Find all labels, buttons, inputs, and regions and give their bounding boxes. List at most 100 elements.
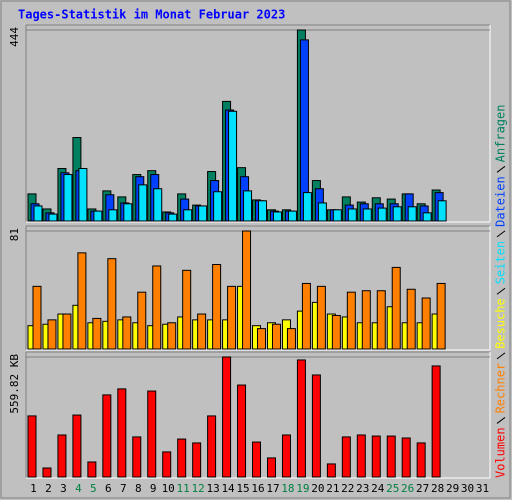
x-tick-label: 1 [30,482,37,495]
x-tick-label: 23 [356,482,369,495]
x-tick-label: 6 [105,482,112,495]
x-tick-label: 13 [206,482,219,495]
bar [341,436,351,478]
bar [147,390,157,478]
chart-title: Tages-Statistik im Monat Februar 2023 [18,8,285,22]
bar [162,451,172,478]
x-tick-label: 4 [75,482,82,495]
bar [72,414,82,478]
x-tick-label: 27 [416,482,429,495]
x-tick-label: 28 [431,482,444,495]
bar [416,442,426,478]
x-tick-label: 31 [476,482,489,495]
bar [257,328,267,350]
legend-entry: Anfragen [494,105,508,163]
legend-entry: Dateien [494,176,508,227]
bar [138,184,148,222]
bar [47,319,57,350]
bar [302,192,312,222]
x-tick-label: 18 [281,482,294,495]
legend-entry: Besuche [494,298,508,349]
x-tick-label: 9 [150,482,157,495]
x-tick-label: 19 [296,482,309,495]
y-tick-label: 559.82 KB [8,354,21,414]
bar [62,313,72,350]
x-tick-label: 14 [221,482,235,495]
bar [222,356,232,478]
bar [326,463,336,478]
bar [286,328,296,350]
bar [63,174,73,222]
bar [137,291,147,350]
bar [332,209,342,222]
bar [272,211,282,222]
bar [242,230,252,350]
bar [78,168,88,222]
bar [33,205,43,222]
x-tick-label: 16 [251,482,264,495]
y-tick-label: 444 [8,27,21,47]
legend-separator [496,165,506,173]
x-tick-label: 10 [162,482,175,495]
bar [316,285,326,350]
bar [281,434,291,478]
bar [107,258,117,350]
bar [213,191,223,222]
bar [108,209,118,222]
bar [102,394,112,478]
bar [377,207,387,222]
y-tick-label: 81 [8,228,21,241]
bar [152,265,162,350]
bar [77,252,87,350]
legend-entry: Rechner [494,363,508,414]
bar [331,314,341,350]
x-tick-label: 25 [386,482,399,495]
bar [437,200,447,222]
bar [392,206,402,222]
x-tick-label: 2 [45,482,52,495]
bar [123,203,133,222]
bar [182,269,192,350]
bar [153,188,163,222]
bar [401,437,411,478]
bar [183,209,193,222]
bar [431,365,441,478]
bar [177,438,187,478]
bar [212,264,222,350]
bar [371,435,381,478]
bar [376,290,386,350]
bar [168,213,178,222]
bar [271,323,281,350]
bar [32,285,42,350]
bar [422,212,432,222]
bar [421,297,431,350]
bar [243,190,253,222]
bar [198,205,208,222]
bar [237,384,247,478]
bar [436,282,446,350]
bar [228,110,238,222]
legend-entry: Volumen [494,427,508,478]
bar [317,202,327,222]
bar [192,442,202,478]
bar [296,359,306,478]
x-tick-label: 15 [236,482,249,495]
x-tick-label: 7 [120,482,127,495]
bar [42,467,52,478]
legend-entry: Seiten [494,241,508,284]
bar [287,210,297,222]
x-tick-label: 24 [371,482,385,495]
bar [347,208,357,222]
x-tick-label: 29 [446,482,459,495]
bar [258,200,268,222]
x-tick-label: 12 [192,482,205,495]
bar [356,434,366,478]
x-tick-label: 26 [401,482,414,495]
bar [361,290,371,350]
bar [391,266,401,350]
x-tick-label: 30 [461,482,474,495]
panel [26,25,490,222]
bar [87,461,97,478]
